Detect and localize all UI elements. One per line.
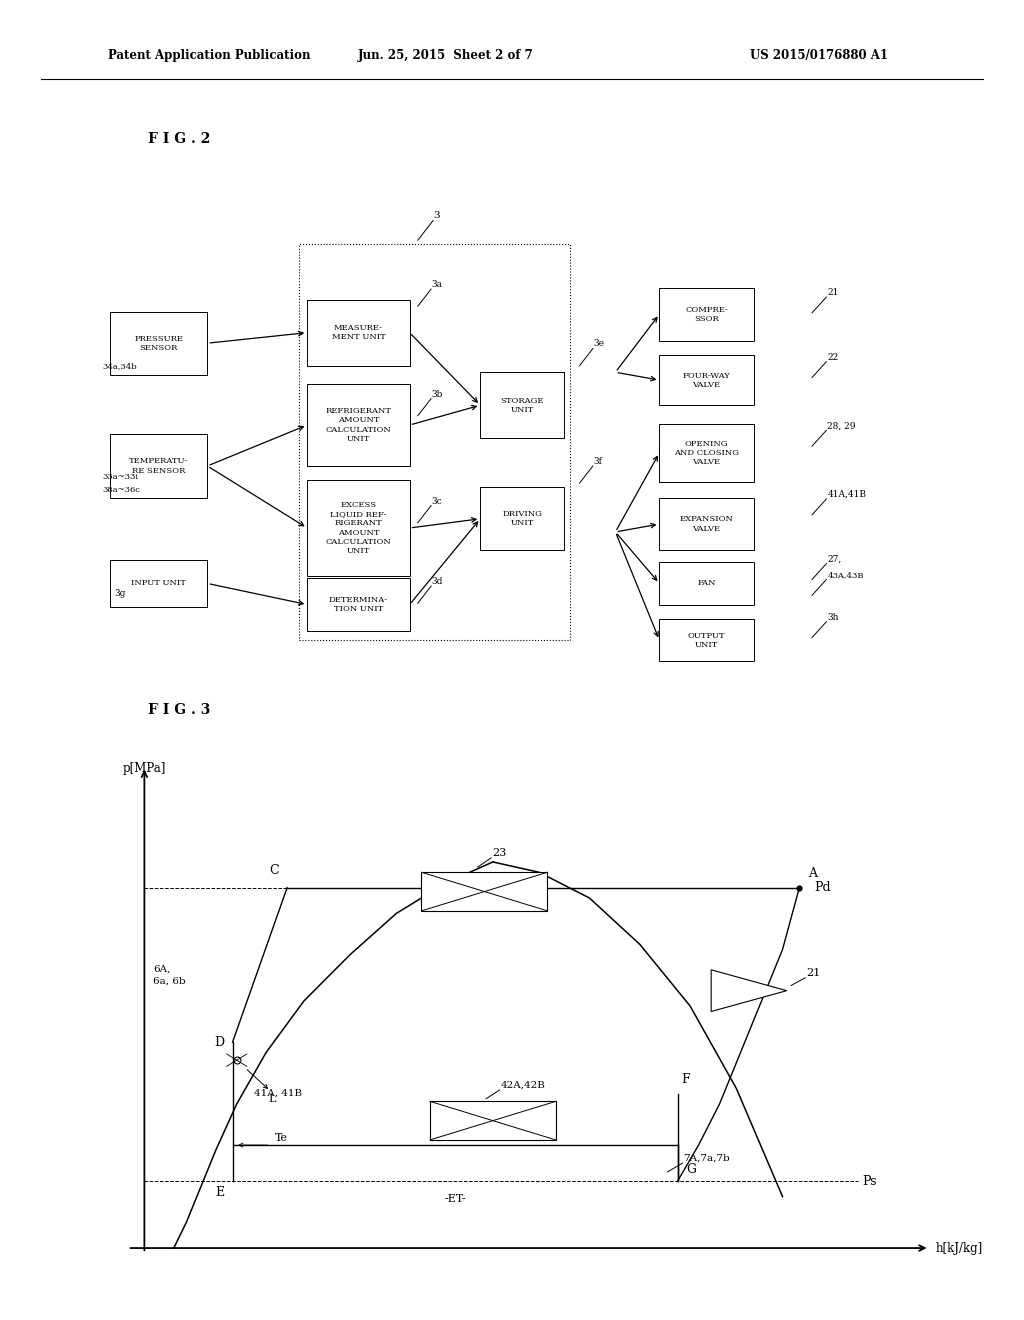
Text: EXCESS
LIQUID REF-
RIGERANT
AMOUNT
CALCULATION
UNIT: EXCESS LIQUID REF- RIGERANT AMOUNT CALCU… — [326, 502, 391, 554]
Text: 3c: 3c — [431, 496, 441, 506]
Bar — [659, 355, 754, 405]
Text: 3: 3 — [433, 211, 439, 220]
Bar — [307, 384, 410, 466]
Bar — [307, 480, 410, 576]
Text: 41A,41B: 41A,41B — [827, 490, 866, 499]
Text: F I G . 2: F I G . 2 — [148, 132, 211, 145]
Text: 42A,42B: 42A,42B — [501, 1081, 546, 1090]
Text: G: G — [686, 1163, 696, 1176]
Bar — [480, 372, 564, 438]
Text: MEASURE-
MENT UNIT: MEASURE- MENT UNIT — [332, 323, 385, 342]
Text: 27,: 27, — [827, 554, 842, 564]
Text: INPUT UNIT: INPUT UNIT — [131, 579, 186, 587]
Text: EXPANSION
VALVE: EXPANSION VALVE — [680, 515, 733, 533]
Text: 3d: 3d — [431, 577, 442, 586]
Text: 6A,
6a, 6b: 6A, 6a, 6b — [153, 965, 185, 985]
Text: h[kJ/kg]: h[kJ/kg] — [935, 1242, 983, 1254]
Text: F I G . 3: F I G . 3 — [148, 704, 211, 717]
Text: D: D — [214, 1036, 224, 1048]
Text: DRIVING
UNIT: DRIVING UNIT — [503, 510, 542, 528]
Bar — [111, 312, 207, 375]
Text: US 2015/0176880 A1: US 2015/0176880 A1 — [751, 49, 888, 62]
Text: OUTPUT
UNIT: OUTPUT UNIT — [688, 631, 725, 649]
Text: TEMPERATU-
RE SENSOR: TEMPERATU- RE SENSOR — [129, 457, 188, 475]
Bar — [299, 244, 570, 640]
Text: Jun. 25, 2015  Sheet 2 of 7: Jun. 25, 2015 Sheet 2 of 7 — [357, 49, 534, 62]
Text: 22: 22 — [827, 352, 839, 362]
Bar — [659, 424, 754, 482]
Bar — [307, 300, 410, 366]
Bar — [659, 498, 754, 550]
Text: 41A, 41B: 41A, 41B — [254, 1089, 302, 1097]
Text: 3a: 3a — [431, 280, 442, 289]
Text: A: A — [808, 867, 817, 880]
Bar — [422, 873, 548, 911]
Text: 43A,43B: 43A,43B — [827, 572, 864, 579]
Text: C: C — [269, 865, 279, 878]
Text: p[MPa]: p[MPa] — [123, 762, 166, 775]
Text: 3g: 3g — [115, 589, 126, 598]
Text: 33a~33i: 33a~33i — [102, 473, 138, 480]
Text: 7A,7a,7b: 7A,7a,7b — [683, 1154, 730, 1163]
Text: 21: 21 — [806, 968, 820, 978]
Text: 3f: 3f — [593, 457, 602, 466]
Text: 28, 29: 28, 29 — [827, 421, 856, 430]
Text: E: E — [215, 1187, 224, 1200]
Text: COMPRE-
SSOR: COMPRE- SSOR — [685, 305, 728, 323]
Text: L: L — [268, 1093, 276, 1104]
Text: -ET-: -ET- — [444, 1195, 466, 1204]
Text: Ps: Ps — [862, 1175, 877, 1188]
Bar — [659, 619, 754, 661]
Polygon shape — [711, 970, 786, 1011]
Text: 38a~36c: 38a~36c — [102, 486, 140, 494]
Bar — [111, 560, 207, 607]
Text: PRESSURE
SENSOR: PRESSURE SENSOR — [134, 334, 183, 352]
Text: Patent Application Publication: Patent Application Publication — [108, 49, 310, 62]
Text: FOUR-WAY
VALVE: FOUR-WAY VALVE — [683, 371, 730, 389]
Bar — [480, 487, 564, 550]
Text: DETERMINA-
TION UNIT: DETERMINA- TION UNIT — [329, 595, 388, 614]
Bar — [111, 434, 207, 498]
Text: FAN: FAN — [697, 579, 716, 587]
Text: Pd: Pd — [814, 882, 831, 894]
Text: 3e: 3e — [593, 339, 604, 348]
Text: 21: 21 — [827, 288, 839, 297]
Text: OPENING
AND CLOSING
VALVE: OPENING AND CLOSING VALVE — [674, 440, 739, 466]
Text: 3b: 3b — [431, 389, 442, 399]
Text: REFRIGERANT
AMOUNT
CALCULATION
UNIT: REFRIGERANT AMOUNT CALCULATION UNIT — [326, 408, 391, 442]
Text: Te: Te — [274, 1133, 288, 1143]
Text: F: F — [682, 1073, 690, 1086]
Bar — [430, 1101, 556, 1140]
Text: 3h: 3h — [827, 612, 839, 622]
Bar — [659, 562, 754, 605]
Bar — [307, 578, 410, 631]
Text: STORAGE
UNIT: STORAGE UNIT — [501, 396, 544, 414]
Bar — [659, 288, 754, 341]
Text: 23: 23 — [492, 847, 506, 858]
Text: 34a,34b: 34a,34b — [102, 362, 137, 370]
